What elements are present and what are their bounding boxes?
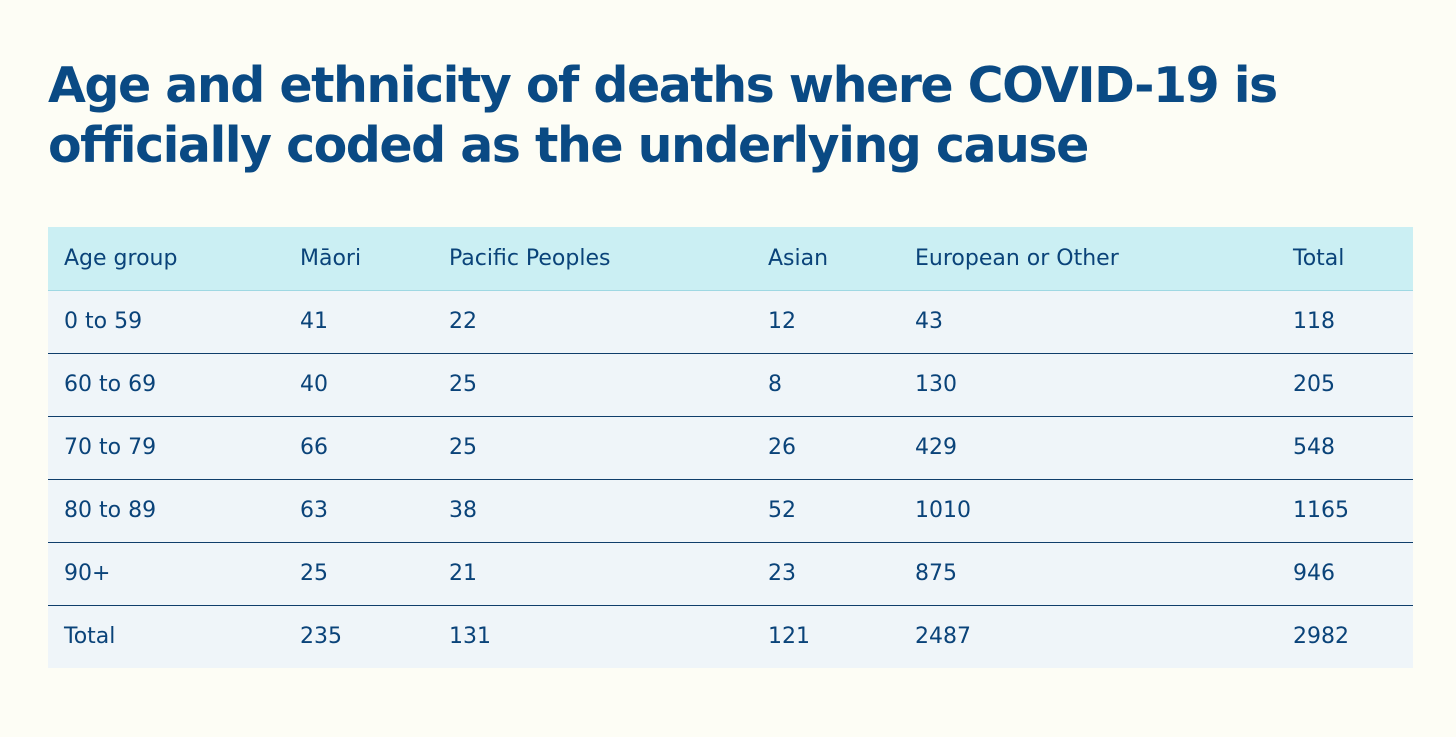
cell-european-or-other: 130 [899,353,1277,417]
cell-asian: 52 [752,479,899,543]
cell-european-or-other: 1010 [899,479,1277,543]
page-title-line-1: Age and ethnicity of deaths where COVID-… [48,57,1278,114]
row-age-group: 80 to 89 [48,479,284,543]
cell-pacific-peoples: 25 [433,416,752,480]
table-row: 70 to 79 66 25 26 429 548 [48,416,1413,480]
header-european-or-other: European or Other [899,227,1277,291]
total-asian: 121 [768,624,810,650]
cell-european-or-other: 43 [899,290,1277,354]
table-header-row: Age group Māori Pacific Peoples Asian Eu… [48,227,1413,291]
row-age-group: 90+ [48,542,284,606]
header-total: Total [1277,227,1413,291]
cell-pacific-peoples: 22 [433,290,752,354]
cell-asian: 23 [752,542,899,606]
total-european-or-other: 2487 [915,624,971,650]
table-row: 60 to 69 40 25 8 130 205 [48,353,1413,417]
cell-total: 1165 [1277,479,1413,543]
total-all: 2982 [1293,624,1349,650]
cell-total: 946 [1277,542,1413,606]
header-maori: Māori [284,227,433,291]
cell-total: 118 [1277,290,1413,354]
cell-maori: 40 [284,353,433,417]
cell-maori: 25 [284,542,433,606]
total-pacific-peoples: 131 [449,624,491,650]
page-title: Age and ethnicity of deaths where COVID-… [48,56,1348,176]
cell-asian: 26 [752,416,899,480]
total-label: Total [64,624,116,650]
cell-total: 205 [1277,353,1413,417]
cell-maori: 41 [284,290,433,354]
header-age-group: Age group [48,227,284,291]
cell-pacific-peoples: 21 [433,542,752,606]
table-row: 0 to 59 41 22 12 43 118 [48,290,1413,354]
cell-total: 548 [1277,416,1413,480]
cell-maori: 66 [284,416,433,480]
cell-asian: 12 [752,290,899,354]
cell-pacific-peoples: 38 [433,479,752,543]
row-age-group: 60 to 69 [48,353,284,417]
header-pacific-peoples: Pacific Peoples [433,227,752,291]
table-total-row: Total 235 131 121 2487 2982 [48,605,1413,668]
cell-maori: 63 [284,479,433,543]
cell-asian: 8 [752,353,899,417]
cell-european-or-other: 429 [899,416,1277,480]
row-age-group: 70 to 79 [48,416,284,480]
deaths-table: Age group Māori Pacific Peoples Asian Eu… [48,227,1413,668]
table-row: 90+ 25 21 23 875 946 [48,542,1413,606]
table-row: 80 to 89 63 38 52 1010 1165 [48,479,1413,543]
page-title-line-2: officially coded as the underlying cause [48,117,1089,174]
header-asian: Asian [752,227,899,291]
total-maori: 235 [300,624,342,650]
row-age-group: 0 to 59 [48,290,284,354]
cell-european-or-other: 875 [899,542,1277,606]
cell-pacific-peoples: 25 [433,353,752,417]
